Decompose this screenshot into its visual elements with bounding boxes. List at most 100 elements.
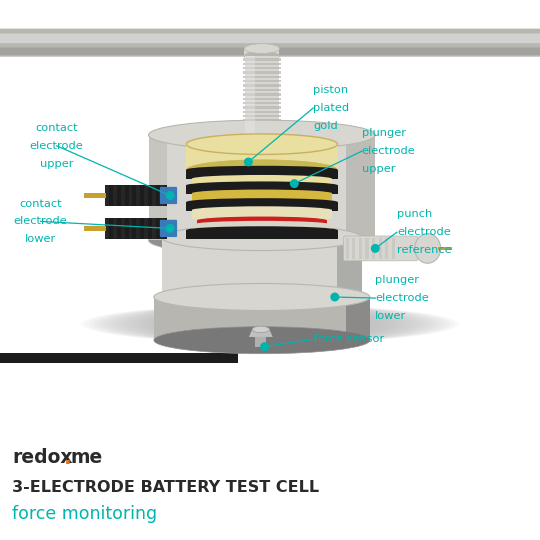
FancyBboxPatch shape — [243, 67, 281, 69]
FancyBboxPatch shape — [243, 89, 281, 91]
FancyBboxPatch shape — [160, 185, 164, 206]
FancyBboxPatch shape — [245, 56, 255, 135]
Circle shape — [261, 343, 268, 350]
Ellipse shape — [148, 225, 375, 255]
Text: electrode: electrode — [30, 141, 84, 151]
FancyBboxPatch shape — [385, 238, 388, 259]
FancyBboxPatch shape — [160, 187, 177, 204]
Circle shape — [167, 192, 173, 199]
FancyBboxPatch shape — [121, 185, 125, 206]
FancyBboxPatch shape — [148, 135, 167, 240]
Circle shape — [291, 180, 298, 187]
Ellipse shape — [154, 284, 370, 310]
FancyBboxPatch shape — [154, 297, 370, 340]
FancyBboxPatch shape — [243, 106, 281, 109]
FancyBboxPatch shape — [84, 226, 106, 231]
FancyBboxPatch shape — [366, 238, 369, 259]
FancyBboxPatch shape — [192, 210, 332, 219]
FancyBboxPatch shape — [84, 193, 106, 198]
Circle shape — [166, 225, 174, 232]
FancyBboxPatch shape — [243, 119, 281, 122]
FancyBboxPatch shape — [160, 218, 164, 239]
FancyBboxPatch shape — [105, 185, 109, 206]
FancyBboxPatch shape — [186, 144, 338, 170]
Text: lower: lower — [25, 234, 56, 244]
Circle shape — [331, 293, 339, 301]
FancyBboxPatch shape — [255, 337, 266, 347]
Text: me: me — [70, 448, 103, 468]
Text: punch: punch — [397, 210, 432, 219]
Ellipse shape — [192, 190, 332, 197]
FancyBboxPatch shape — [152, 185, 156, 206]
FancyBboxPatch shape — [186, 185, 338, 194]
Ellipse shape — [252, 326, 269, 333]
FancyBboxPatch shape — [243, 128, 281, 131]
Text: force monitoring: force monitoring — [12, 505, 157, 523]
FancyBboxPatch shape — [136, 185, 140, 206]
Circle shape — [372, 245, 379, 252]
FancyBboxPatch shape — [243, 98, 281, 100]
FancyBboxPatch shape — [186, 230, 338, 239]
Text: electrode: electrode — [362, 146, 416, 156]
FancyBboxPatch shape — [392, 238, 395, 259]
FancyBboxPatch shape — [186, 170, 338, 179]
Ellipse shape — [186, 226, 338, 234]
Ellipse shape — [415, 233, 441, 263]
Ellipse shape — [186, 134, 338, 154]
Text: gold: gold — [313, 121, 338, 131]
FancyBboxPatch shape — [359, 238, 362, 259]
FancyBboxPatch shape — [0, 353, 238, 363]
FancyBboxPatch shape — [192, 193, 332, 202]
Ellipse shape — [154, 327, 370, 354]
FancyBboxPatch shape — [0, 29, 540, 57]
FancyBboxPatch shape — [192, 225, 332, 231]
FancyBboxPatch shape — [438, 247, 452, 250]
FancyBboxPatch shape — [346, 238, 349, 259]
FancyBboxPatch shape — [243, 76, 281, 78]
FancyBboxPatch shape — [243, 71, 281, 73]
FancyBboxPatch shape — [346, 297, 370, 340]
FancyBboxPatch shape — [121, 218, 125, 239]
Text: force sensor: force sensor — [314, 334, 384, 344]
FancyBboxPatch shape — [379, 238, 382, 259]
Text: reference: reference — [397, 245, 451, 255]
Circle shape — [245, 158, 252, 166]
FancyBboxPatch shape — [113, 185, 117, 206]
FancyBboxPatch shape — [0, 48, 540, 55]
FancyBboxPatch shape — [243, 63, 281, 65]
Text: contact: contact — [19, 199, 62, 208]
FancyBboxPatch shape — [352, 238, 355, 259]
Text: piston: piston — [313, 85, 348, 95]
FancyBboxPatch shape — [105, 218, 167, 239]
Ellipse shape — [192, 206, 332, 214]
Text: .: . — [64, 448, 72, 468]
FancyBboxPatch shape — [243, 111, 281, 113]
Circle shape — [166, 192, 174, 199]
Ellipse shape — [244, 51, 280, 61]
Ellipse shape — [192, 221, 332, 228]
Text: electrode: electrode — [397, 227, 451, 237]
Ellipse shape — [148, 120, 375, 150]
Text: lower: lower — [375, 311, 407, 321]
FancyBboxPatch shape — [244, 49, 280, 56]
FancyBboxPatch shape — [0, 33, 540, 43]
Text: redox: redox — [12, 448, 72, 468]
FancyBboxPatch shape — [162, 238, 362, 302]
FancyBboxPatch shape — [197, 220, 327, 226]
Ellipse shape — [186, 166, 338, 173]
FancyBboxPatch shape — [186, 202, 338, 211]
FancyBboxPatch shape — [192, 179, 332, 186]
Ellipse shape — [244, 44, 280, 53]
Ellipse shape — [162, 225, 362, 251]
FancyBboxPatch shape — [129, 185, 132, 206]
Text: contact: contact — [36, 123, 78, 133]
FancyBboxPatch shape — [243, 93, 281, 96]
FancyBboxPatch shape — [129, 218, 132, 239]
Circle shape — [167, 225, 173, 232]
FancyBboxPatch shape — [152, 218, 156, 239]
FancyBboxPatch shape — [245, 56, 279, 135]
Text: upper: upper — [40, 159, 73, 168]
Text: plunger: plunger — [375, 275, 419, 285]
Ellipse shape — [186, 160, 338, 180]
FancyBboxPatch shape — [346, 135, 375, 240]
